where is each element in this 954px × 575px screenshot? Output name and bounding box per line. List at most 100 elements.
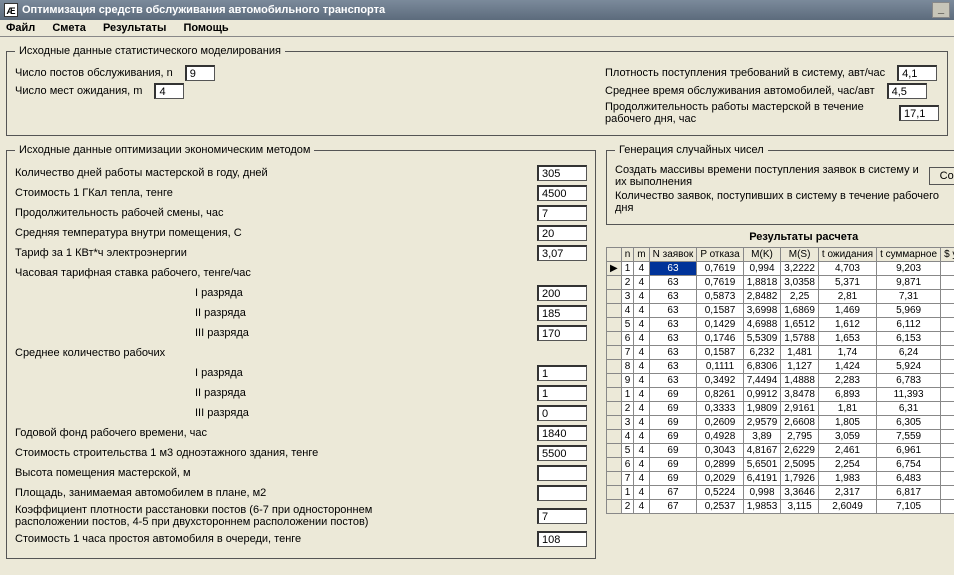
table-cell[interactable]: 0,7619 — [697, 276, 743, 290]
menu-help[interactable]: Помощь — [183, 22, 228, 34]
table-cell[interactable]: 2,6608 — [781, 416, 819, 430]
table-cell[interactable]: 5 — [621, 444, 634, 458]
fund-input[interactable] — [537, 425, 587, 441]
minimize-button[interactable]: _ — [932, 2, 950, 18]
table-cell[interactable]: 6,24 — [877, 346, 941, 360]
table-cell[interactable]: 2,317 — [818, 486, 876, 500]
table-header[interactable]: n — [621, 248, 634, 262]
table-cell[interactable] — [607, 416, 622, 430]
table-cell[interactable]: 2 — [621, 402, 634, 416]
waits-input[interactable] — [154, 83, 184, 99]
table-row[interactable]: 74630,15876,2321,4811,746,242709 — [607, 346, 954, 360]
table-cell[interactable]: 7,559 — [877, 430, 941, 444]
table-cell[interactable]: 4 — [634, 388, 649, 402]
table-cell[interactable]: 4 — [634, 332, 649, 346]
table-cell[interactable]: 2 — [621, 276, 634, 290]
table-cell[interactable]: ▶ — [607, 262, 622, 276]
table-cell[interactable]: 2,8482 — [743, 290, 781, 304]
table-cell[interactable]: 1 — [621, 388, 634, 402]
avg3-input[interactable] — [537, 405, 587, 421]
idle-input[interactable] — [537, 531, 587, 547]
table-cell[interactable]: 0,1429 — [697, 318, 743, 332]
table-cell[interactable]: 0,1111 — [697, 360, 743, 374]
table-cell[interactable]: 0,998 — [743, 486, 781, 500]
height-input[interactable] — [537, 465, 587, 481]
table-header[interactable]: m — [634, 248, 649, 262]
table-cell[interactable]: 2709 — [941, 346, 954, 360]
table-cell[interactable]: 69 — [649, 472, 697, 486]
table-cell[interactable]: 1,6512 — [781, 318, 819, 332]
table-cell[interactable]: 1,653 — [818, 332, 876, 346]
table-cell[interactable]: 2,5095 — [781, 458, 819, 472]
table-cell[interactable]: 5,969 — [877, 304, 941, 318]
table-cell[interactable]: 4 — [634, 304, 649, 318]
table-cell[interactable]: 4938 — [941, 430, 954, 444]
table-cell[interactable]: 8 — [621, 360, 634, 374]
table-cell[interactable]: 7 — [621, 472, 634, 486]
table-cell[interactable]: 2,6049 — [818, 500, 876, 514]
table-cell[interactable]: 67 — [649, 500, 697, 514]
table-cell[interactable]: 4 — [634, 318, 649, 332]
table-cell[interactable]: 3833 — [941, 486, 954, 500]
table-row[interactable]: 84630,11116,83061,1271,4245,9242694 — [607, 360, 954, 374]
table-cell[interactable] — [607, 486, 622, 500]
table-cell[interactable]: 2,283 — [818, 374, 876, 388]
table-row[interactable]: 24630,76191,88183,03585,3719,87111283 — [607, 276, 954, 290]
table-cell[interactable]: 0,8261 — [697, 388, 743, 402]
table-cell[interactable]: 3275 — [941, 444, 954, 458]
table-cell[interactable]: 4748 — [941, 374, 954, 388]
table-cell[interactable]: 3888 — [941, 500, 954, 514]
results-table[interactable]: nmN заявокP отказаM(K)M(S)t ожиданияt су… — [606, 247, 954, 514]
table-cell[interactable]: 4 — [634, 486, 649, 500]
table-row[interactable]: 54630,14294,69881,65121,6126,1122086 — [607, 318, 954, 332]
table-cell[interactable]: 4 — [634, 290, 649, 304]
table-header[interactable]: M(S) — [781, 248, 819, 262]
table-cell[interactable]: 4,703 — [818, 262, 876, 276]
table-row[interactable]: 64690,28995,65012,50952,2546,7543364 — [607, 458, 954, 472]
table-row[interactable]: 64630,17465,53091,57881,6536,1532481 — [607, 332, 954, 346]
table-cell[interactable]: 6,893 — [818, 388, 876, 402]
table-row[interactable]: 74690,20296,41911,79261,9836,4833052 — [607, 472, 954, 486]
table-cell[interactable]: 0,4928 — [697, 430, 743, 444]
create-button[interactable]: Создать — [929, 167, 954, 185]
table-cell[interactable]: 67 — [649, 486, 697, 500]
shift-input[interactable] — [537, 205, 587, 221]
table-cell[interactable]: 6,483 — [877, 472, 941, 486]
table-cell[interactable]: 1,469 — [818, 304, 876, 318]
table-cell[interactable] — [607, 374, 622, 388]
table-cell[interactable]: 6,817 — [877, 486, 941, 500]
table-cell[interactable]: 4 — [621, 304, 634, 318]
table-header[interactable] — [607, 248, 622, 262]
table-cell[interactable] — [607, 276, 622, 290]
table-cell[interactable]: 69 — [649, 444, 697, 458]
table-row[interactable]: 24670,25371,98533,1152,60497,1053888 — [607, 500, 954, 514]
table-cell[interactable]: 2694 — [941, 360, 954, 374]
table-cell[interactable]: 2,254 — [818, 458, 876, 472]
table-cell[interactable]: 7 — [621, 346, 634, 360]
table-cell[interactable]: 6 — [621, 458, 634, 472]
table-cell[interactable]: 4 — [634, 430, 649, 444]
table-header[interactable]: P отказа — [697, 248, 743, 262]
table-cell[interactable]: 11283 — [941, 276, 954, 290]
table-cell[interactable]: 4 — [634, 262, 649, 276]
table-cell[interactable]: 2,9161 — [781, 402, 819, 416]
table-cell[interactable]: 0,1587 — [697, 346, 743, 360]
table-cell[interactable]: 6,961 — [877, 444, 941, 458]
tariff-input[interactable] — [537, 245, 587, 261]
table-cell[interactable] — [607, 402, 622, 416]
table-cell[interactable] — [607, 304, 622, 318]
table-cell[interactable] — [607, 290, 622, 304]
table-cell[interactable]: 7,4494 — [743, 374, 781, 388]
table-cell[interactable]: 4 — [621, 430, 634, 444]
table-cell[interactable]: 5,5309 — [743, 332, 781, 346]
table-cell[interactable]: 9,203 — [877, 262, 941, 276]
table-cell[interactable]: 4 — [634, 472, 649, 486]
table-cell[interactable]: 1,805 — [818, 416, 876, 430]
table-cell[interactable]: 3,8478 — [781, 388, 819, 402]
table-cell[interactable]: 1,74 — [818, 346, 876, 360]
table-cell[interactable]: 3 — [621, 416, 634, 430]
table-cell[interactable] — [607, 360, 622, 374]
service-input[interactable] — [887, 83, 927, 99]
table-cell[interactable]: 1,9853 — [743, 500, 781, 514]
table-cell[interactable]: 6,31 — [877, 402, 941, 416]
